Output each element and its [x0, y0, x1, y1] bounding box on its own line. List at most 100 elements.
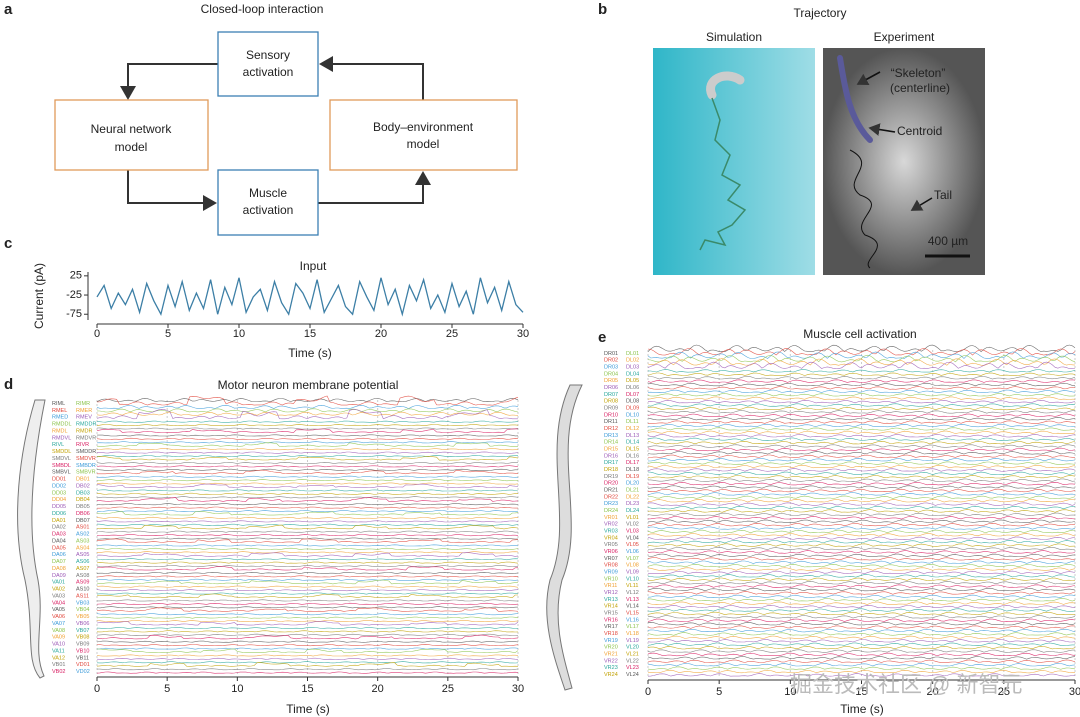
box-label: activation — [243, 65, 294, 79]
trace — [647, 393, 1076, 397]
x-tick-label: 25 — [446, 328, 458, 340]
trace-label: VB07 — [76, 628, 89, 634]
trace — [96, 395, 519, 406]
trace-label: VL21 — [626, 652, 639, 658]
trace — [647, 519, 1076, 523]
trace — [647, 512, 1076, 517]
trace — [96, 497, 519, 502]
trace — [647, 622, 1076, 626]
trace-label: RIVL — [52, 442, 64, 448]
trace — [96, 461, 518, 464]
trace-label: DA04 — [52, 538, 66, 544]
y-axis-label: Current (pA) — [32, 263, 46, 329]
trace-label: DR04 — [604, 371, 618, 377]
trace — [96, 640, 519, 643]
trace — [647, 464, 1076, 469]
trace — [96, 621, 519, 626]
trace — [96, 510, 519, 513]
trace — [96, 561, 519, 564]
trace — [96, 404, 519, 409]
trace-label: VL08 — [626, 563, 639, 569]
trace-label: DL08 — [626, 399, 639, 405]
trace-label: RIML — [52, 401, 65, 407]
trace — [96, 620, 519, 623]
trace — [96, 579, 518, 585]
scale-label: 400 µm — [928, 234, 968, 248]
trace-label: VA06 — [52, 614, 65, 620]
trace-label: VB01 — [52, 662, 65, 668]
trace-label: DR23 — [604, 501, 618, 507]
trace — [647, 440, 1076, 445]
trace-label: VL09 — [626, 570, 639, 576]
trace-label: SMBDR — [76, 463, 96, 469]
trace — [96, 489, 519, 492]
trace-label: DA07 — [52, 559, 66, 565]
trace-label: DR22 — [604, 494, 618, 500]
trace — [647, 499, 1076, 503]
trace — [647, 447, 1076, 452]
trace — [97, 538, 519, 544]
trace-label: VL02 — [626, 522, 639, 528]
trace-label: VL22 — [626, 658, 639, 664]
trace — [96, 616, 519, 619]
annotation: Tail — [934, 188, 952, 202]
trace — [647, 451, 1076, 455]
trace-label: VL19 — [626, 638, 639, 644]
trace — [96, 534, 519, 537]
trace — [96, 465, 519, 468]
trace-label: RIMR — [76, 401, 90, 407]
trace — [96, 544, 519, 547]
trace-label: VA12 — [52, 655, 65, 661]
trace-label: VL07 — [626, 556, 639, 562]
trace — [647, 382, 1076, 387]
trace-label: VB05 — [76, 614, 89, 620]
trace — [647, 635, 1076, 640]
trace-label: VR06 — [604, 549, 618, 555]
trace — [647, 529, 1075, 534]
x-tick-label: 15 — [304, 328, 316, 340]
trace-label: VR07 — [604, 556, 618, 562]
annotation: (centerline) — [890, 81, 950, 95]
trace-label: VL20 — [626, 645, 639, 651]
trace — [97, 420, 519, 423]
trace-label: VR01 — [604, 515, 618, 521]
trace-label: DL10 — [626, 412, 639, 418]
trace-label: DR18 — [604, 467, 618, 473]
trace-label: SMBVL — [52, 470, 71, 476]
trace — [648, 420, 1076, 424]
trajectory — [699, 97, 747, 251]
trace — [96, 523, 519, 526]
trace-label: VA02 — [52, 587, 65, 593]
trace — [96, 408, 518, 420]
trace — [647, 618, 1076, 622]
x-axis-label: Time (s) — [288, 346, 332, 360]
trace — [96, 551, 519, 554]
trace-label: AS05 — [76, 552, 89, 558]
trace — [647, 413, 1076, 417]
x-tick-label: 5 — [164, 683, 170, 695]
trace — [648, 376, 1076, 380]
trace — [647, 550, 1076, 554]
trace-label: VR10 — [604, 576, 618, 582]
trace — [96, 592, 519, 595]
trace — [647, 416, 1076, 421]
panel-label: d — [4, 376, 13, 393]
trace — [647, 639, 1076, 643]
trace — [96, 558, 519, 561]
trace — [96, 455, 519, 461]
trace — [647, 611, 1076, 616]
trace — [647, 423, 1076, 428]
x-tick-label: 15 — [301, 683, 313, 695]
trace-label: DB03 — [76, 490, 90, 496]
trace — [96, 578, 519, 581]
x-tick-label: 20 — [927, 686, 939, 698]
trace — [647, 458, 1076, 462]
trace-label: VB10 — [76, 648, 89, 654]
trace — [96, 520, 519, 523]
trace — [647, 461, 1076, 465]
box-label: model — [407, 137, 440, 151]
trace-label: SMDVR — [76, 456, 96, 462]
trace-label: DL09 — [626, 406, 639, 412]
box — [217, 169, 319, 236]
trace-label: DL02 — [626, 358, 639, 364]
